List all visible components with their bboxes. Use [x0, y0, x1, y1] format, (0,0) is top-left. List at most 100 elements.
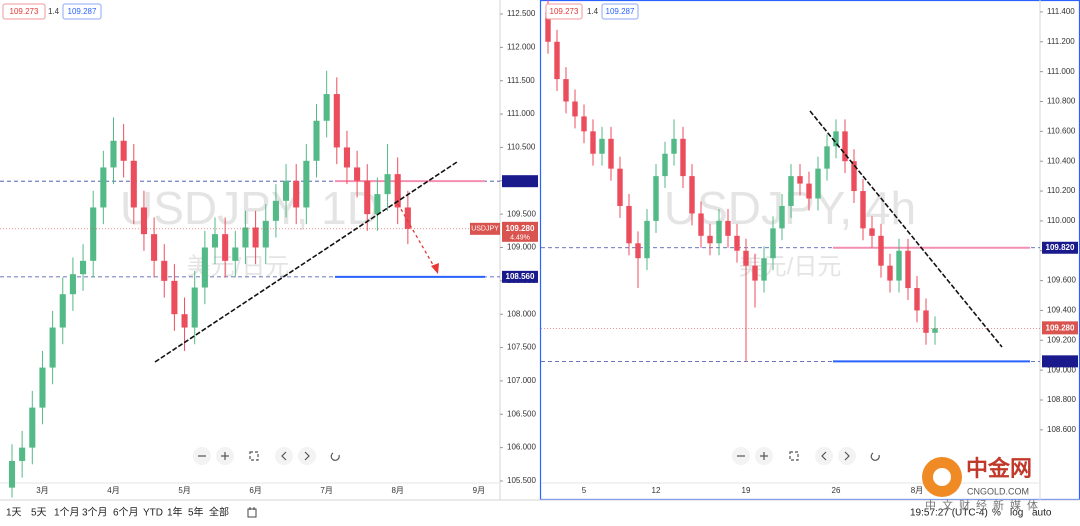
candle-body: [671, 138, 677, 154]
option-button[interactable]: log: [1010, 508, 1023, 519]
y-tick-label: 109.200: [1047, 335, 1076, 344]
candle-body: [860, 191, 866, 229]
scroll-right[interactable]: [838, 447, 856, 465]
y-tick-label: 107.500: [507, 343, 536, 352]
reset-zoom[interactable]: [789, 451, 799, 461]
y-tick-label: 111.000: [507, 109, 535, 118]
bid-box[interactable]: [545, 3, 583, 20]
candle-body: [181, 314, 188, 328]
price-tag-label: 109.820: [1046, 243, 1075, 252]
candle-body: [887, 265, 893, 281]
bid-box[interactable]: [2, 3, 46, 20]
y-tick-label: 106.000: [507, 443, 536, 452]
scroll-left[interactable]: [275, 447, 293, 465]
candle-body: [394, 174, 401, 208]
candle-body: [100, 167, 107, 208]
y-tick-label: 112.000: [507, 42, 536, 51]
reset[interactable]: [870, 452, 880, 461]
candle-body: [364, 180, 371, 215]
candle-body: [39, 367, 46, 408]
y-tick-label: 112.500: [507, 9, 536, 18]
range-button[interactable]: 1年: [167, 506, 183, 519]
candle-body: [252, 227, 259, 248]
candle-body: [653, 176, 659, 221]
candle-body: [662, 153, 668, 177]
candle-body: [788, 176, 794, 206]
y-tick-label: 109.000: [507, 243, 536, 252]
watermark: USDJPY, 1D: [120, 182, 380, 234]
spread: 1.4: [587, 7, 599, 16]
x-tick-label: 8月: [391, 486, 403, 495]
candle-body: [932, 328, 938, 333]
logo: 中金网 CNGOLD.COM 中文财经新媒体: [922, 456, 1038, 512]
x-tick-label: 8月: [911, 486, 923, 495]
candle-body: [563, 79, 569, 102]
ask-box[interactable]: [62, 3, 102, 20]
candle-body: [617, 168, 623, 206]
last-price-tag: [1042, 321, 1078, 335]
reset-zoom[interactable]: [249, 451, 259, 461]
candle-body: [171, 280, 178, 315]
candle-body: [232, 247, 239, 261]
candle-body: [734, 235, 740, 251]
candle-body: [201, 247, 208, 288]
option-button[interactable]: %: [992, 508, 1001, 519]
candle-body: [404, 207, 411, 229]
candle-body: [8, 460, 16, 488]
range-button[interactable]: 1天: [6, 508, 22, 519]
candle-body: [761, 258, 767, 281]
candle-body: [140, 207, 147, 235]
y-tick-label: 108.800: [1047, 395, 1076, 404]
scroll-left[interactable]: [815, 447, 833, 465]
candle-body: [896, 250, 902, 281]
x-tick-label: 12: [652, 486, 661, 495]
arrow-line: [397, 203, 437, 271]
y-tick-label: 110.400: [1047, 156, 1076, 165]
range-button[interactable]: 6个月: [113, 507, 139, 519]
candle-body: [374, 194, 381, 215]
reset[interactable]: [330, 452, 340, 461]
range-button[interactable]: 5天: [31, 508, 47, 519]
price-tag-label: 108.560: [506, 272, 535, 281]
x-tick-label: 4月: [107, 486, 119, 495]
date-range-icon[interactable]: [247, 507, 257, 518]
range-button[interactable]: 1个月: [54, 507, 80, 519]
candle-body: [313, 120, 320, 161]
range-button[interactable]: 全部: [209, 506, 229, 519]
option-button[interactable]: auto: [1032, 508, 1052, 519]
candle-body: [80, 260, 87, 275]
last-price-tag: [502, 221, 538, 242]
candle-body: [554, 41, 560, 80]
candle-body: [842, 131, 848, 162]
candle-body: [343, 147, 350, 168]
range-button[interactable]: 5年: [188, 506, 204, 519]
candle-body: [120, 140, 127, 161]
x-tick-label: 6月: [249, 486, 261, 495]
logo-domain: CNGOLD.COM: [967, 486, 1029, 496]
ask-box[interactable]: [601, 3, 639, 20]
candle-body: [833, 131, 839, 147]
range-button[interactable]: 3个月: [82, 507, 108, 519]
bid: 109.273: [10, 7, 39, 16]
candle-body: [110, 140, 117, 168]
y-tick-label: 109.500: [507, 209, 536, 218]
candle-body: [851, 161, 857, 192]
x-tick-label: 5: [582, 486, 587, 495]
y-tick-label: 109.600: [1047, 276, 1076, 285]
y-tick-label: 110.000: [1047, 216, 1076, 225]
candle-body: [689, 176, 695, 214]
y-tick-label: 111.500: [507, 76, 535, 85]
range-button[interactable]: YTD: [143, 508, 163, 519]
arrow-head: [431, 263, 439, 274]
candle-body: [581, 116, 587, 132]
scroll-right[interactable]: [298, 447, 316, 465]
candle-body: [151, 234, 158, 261]
y-tick-label: 108.600: [1047, 425, 1076, 434]
zoom-controls: [193, 447, 880, 465]
trend-line: [154, 161, 458, 363]
candle-body: [29, 407, 36, 448]
candle-body: [905, 250, 911, 289]
y-tick-label: 109.000: [1047, 365, 1076, 374]
price-tag: [1042, 355, 1078, 368]
candle-body: [272, 200, 279, 221]
